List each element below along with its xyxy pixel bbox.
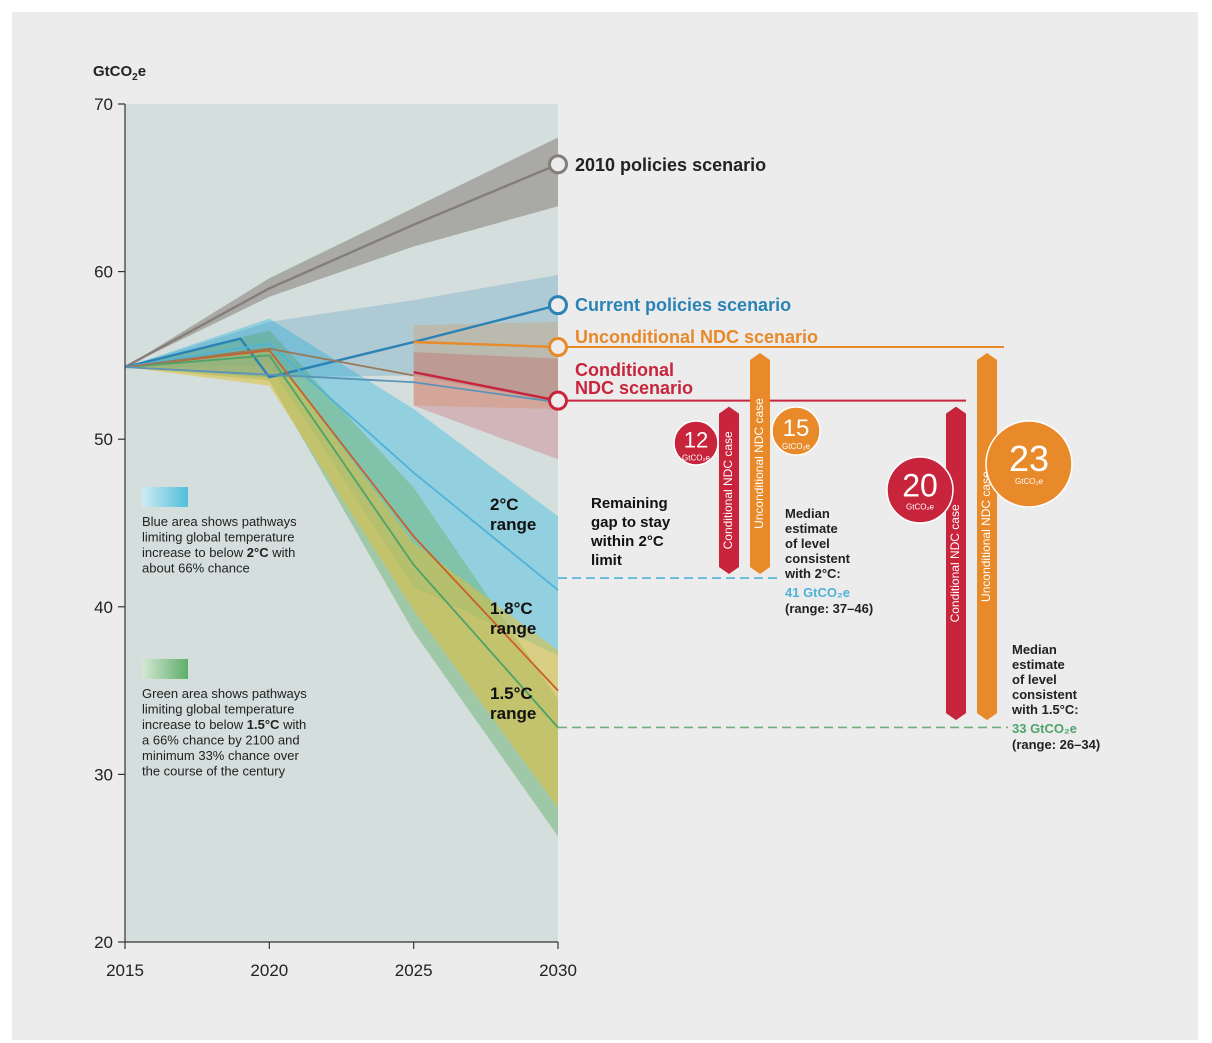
y-axis-label: GtCO2e: [93, 63, 146, 83]
series-line: [124, 303, 559, 379]
series-line: [124, 366, 559, 404]
median-15c-range: (range: 26–34): [1012, 737, 1100, 752]
label-conditional-ndc-line1: Conditional: [575, 360, 674, 380]
median-15c-line5: with 1.5°C:: [1011, 702, 1079, 717]
gap-value: 20: [902, 467, 938, 503]
series-line: [124, 342, 559, 591]
y-tick-label: 60: [94, 263, 113, 282]
median-2c-value: 41 GtCO₂e: [785, 585, 850, 600]
range-label-1-8c-line1: 1.8°C: [490, 599, 533, 618]
scenario-marker: [548, 390, 568, 411]
gap-bar-case-label: Unconditional NDC case: [752, 398, 766, 529]
series-line: [413, 370, 559, 402]
range-label-1-5c-line2: range: [490, 704, 536, 723]
series-line: [413, 340, 559, 349]
median-2c-line5: with 2°C:: [784, 566, 841, 581]
y-axis: 20 30 40 50 60 70: [94, 95, 126, 952]
y-tick-label: 50: [94, 430, 113, 449]
legend-green-swatch: [142, 659, 188, 679]
gap-value: 12: [684, 427, 708, 452]
gap-label-line3: within 2°C: [590, 533, 664, 550]
legend-green-text: Green area shows pathways limiting global…: [142, 686, 307, 779]
legend-blue-swatch: [142, 487, 188, 507]
gap-value-unit: GtCO₂e: [682, 453, 711, 462]
gap-bar: [719, 406, 739, 575]
range-label-1-5c: 1.5°C range: [490, 684, 536, 723]
range-label-2c-line2: range: [490, 515, 536, 534]
range-label-1-8c-line2: range: [490, 619, 536, 638]
gap-value: 15: [783, 415, 810, 442]
gap-value-badge: [985, 420, 1073, 508]
gap-value: 23: [1009, 438, 1049, 479]
range-label-1-8c: 1.8°C range: [490, 599, 536, 638]
median-15c-line1: Median: [1012, 642, 1057, 657]
series-line: [124, 163, 559, 369]
scenario-markers: [548, 154, 568, 411]
legend-blue: Blue area shows pathways limiting global …: [142, 487, 297, 576]
x-tick-label: 2030: [539, 961, 577, 980]
gap-value-badge: [771, 406, 821, 456]
gap-label-line4: limit: [591, 552, 622, 569]
legend-blue-text: Blue area shows pathways limiting global …: [142, 514, 297, 576]
median-2c-line3: of level: [785, 536, 830, 551]
scenario-lines: [124, 163, 559, 729]
y-tick-label: 20: [94, 933, 113, 952]
gap-value-badge: [673, 420, 719, 466]
label-unconditional-ndc: Unconditional NDC scenario: [575, 327, 818, 347]
x-tick-label: 2015: [106, 961, 144, 980]
median-15c-line4: consistent: [1012, 687, 1078, 702]
median-2c-line4: consistent: [785, 551, 851, 566]
y-tick-label: 40: [94, 598, 113, 617]
band-policies2010: [125, 137, 558, 368]
band-current: [125, 274, 558, 403]
gap-bar-case-label: Conditional NDC case: [721, 431, 735, 549]
gap-value-unit: GtCO₂e: [1015, 477, 1044, 486]
series-line: [124, 347, 414, 377]
scenario-marker: [548, 154, 568, 175]
gap-bar: [750, 353, 770, 575]
gap-value-badge: [886, 456, 954, 524]
median-2c-line1: Median: [785, 506, 830, 521]
median-2c-range: (range: 37–46): [785, 601, 873, 616]
range-label-1-5c-line1: 1.5°C: [490, 684, 533, 703]
label-conditional-ndc-line2: NDC scenario: [575, 378, 693, 398]
range-label-2c: 2°C range: [490, 495, 536, 534]
x-tick-label: 2020: [250, 961, 288, 980]
median-15c-value: 33 GtCO₂e: [1012, 721, 1077, 736]
median-15c-line3: of level: [1012, 672, 1057, 687]
median-15c-line2: estimate: [1012, 657, 1065, 672]
label-current-policies: Current policies scenario: [575, 295, 791, 315]
pathway-bands: [125, 137, 558, 837]
legend-green: Green area shows pathways limiting global…: [142, 659, 307, 779]
median-2c-note: Median estimate of level consistent with…: [784, 506, 873, 616]
y-tick-label: 30: [94, 765, 113, 784]
range-label-2c-line1: 2°C: [490, 495, 519, 514]
series-line: [124, 349, 559, 692]
gap-bar-case-label: Unconditional NDC case: [979, 471, 993, 602]
gap-label-line2: gap to stay: [591, 514, 671, 531]
remaining-gap-label: Remaining gap to stay within 2°C limit: [590, 495, 671, 569]
x-axis: 2015 2020 2025 2030: [106, 941, 577, 980]
scenario-marker: [548, 295, 568, 316]
y-tick-label: 70: [94, 95, 113, 114]
median-2c-line2: estimate: [785, 521, 838, 536]
label-2010-policies: 2010 policies scenario: [575, 155, 766, 175]
gap-value-unit: GtCO₂e: [782, 442, 811, 451]
band-green: [125, 330, 558, 837]
x-tick-label: 2025: [395, 961, 433, 980]
gap-bar-case-label: Conditional NDC case: [948, 504, 962, 622]
scenario-marker: [548, 337, 568, 358]
gap-label-line1: Remaining: [591, 495, 668, 512]
median-15c-note: Median estimate of level consistent with…: [1011, 642, 1100, 752]
series-line: [124, 354, 559, 729]
gap-value-unit: GtCO₂e: [906, 502, 935, 511]
